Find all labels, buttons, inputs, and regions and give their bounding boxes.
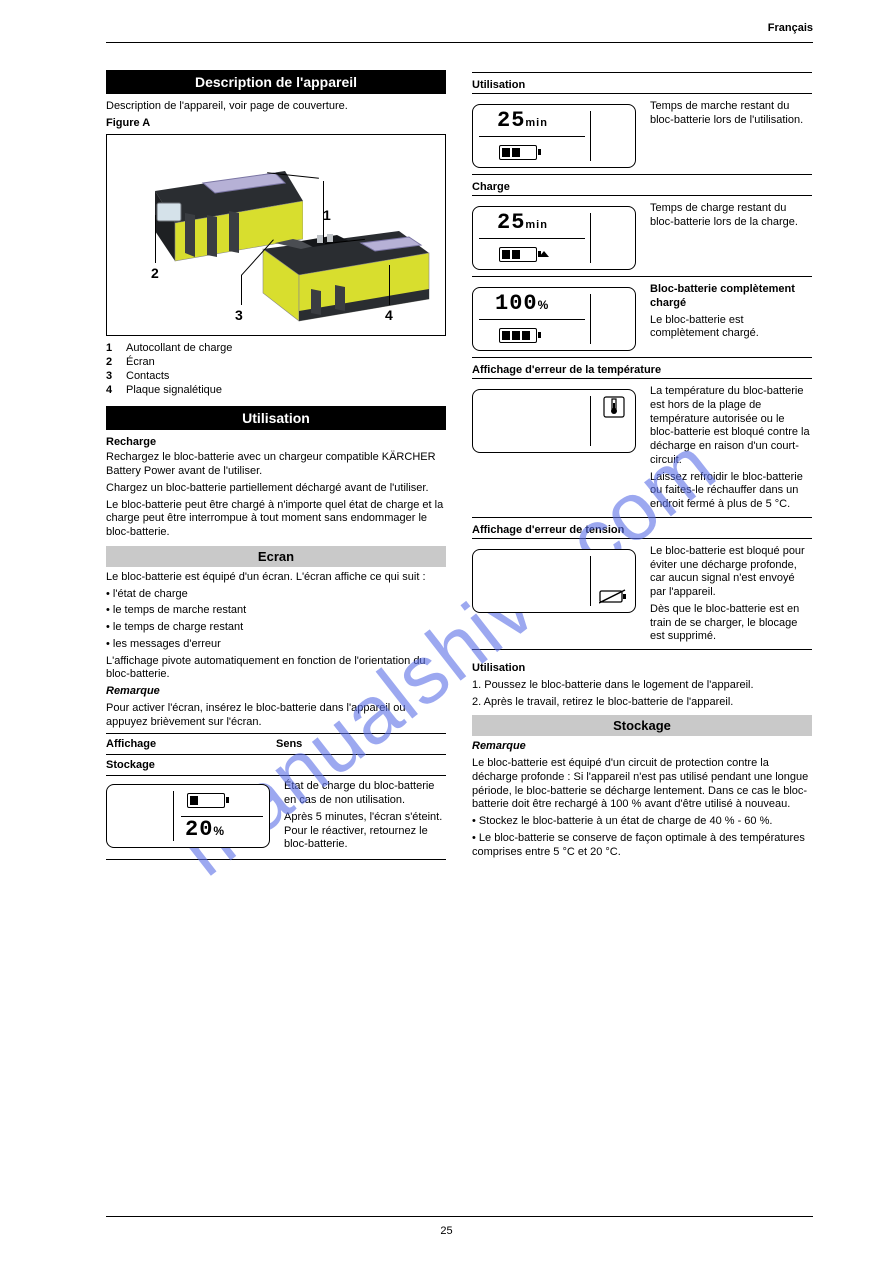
- legend-list: 1Autocollant de charge 2Écran 3Contacts …: [106, 342, 446, 396]
- thermometer-icon: [603, 396, 625, 418]
- intro-text: Description de l'appareil, voir page de …: [106, 100, 446, 131]
- page-number: 25: [0, 1225, 893, 1237]
- figure-a-illustration: 1 2 3 4: [106, 134, 446, 336]
- lcd-volt-error: [472, 549, 636, 613]
- table-header-left: Affichage Sens: [106, 738, 446, 750]
- ecran-text: Le bloc-batterie est équipé d'un écran. …: [106, 571, 446, 730]
- header-language: Français: [768, 22, 813, 34]
- lcd-storage: 20%: [106, 784, 270, 848]
- row-stockage: 20% État de charge du bloc-batterie en c…: [106, 780, 446, 855]
- left-column: Description de l'appareil Description de…: [106, 70, 446, 864]
- page-root: Français manualshive.com Description de …: [0, 0, 893, 1263]
- row-temp-title: Affichage d'erreur de la température: [472, 364, 812, 376]
- row-temp: La température du bloc-batterie est hors…: [472, 385, 812, 515]
- row-volt: Le bloc-batterie est bloqué pour éviter …: [472, 545, 812, 647]
- row-stockage-title: Stockage: [106, 759, 446, 771]
- recharge-text: Rechargez le bloc-batterie avec un charg…: [106, 451, 446, 540]
- footer-rule: [106, 1216, 813, 1217]
- row-util-title: Utilisation: [472, 79, 812, 91]
- lcd-charge: 25min: [472, 206, 636, 270]
- heading-description: Description de l'appareil: [106, 70, 446, 94]
- row-charge: 25min Temps de charge restant du bloc-ba…: [472, 202, 812, 274]
- row-full: 100% Bloc-batterie complètement chargé L…: [472, 283, 812, 355]
- row-volt-title: Affichage d'erreur de tension: [472, 524, 812, 536]
- lcd-full: 100%: [472, 287, 636, 351]
- callout-3: 3: [235, 307, 243, 323]
- header-rule: [106, 42, 813, 43]
- heading-ecran: Ecran: [106, 546, 446, 567]
- row-util: 25min Temps de marche restant du bloc-ba…: [472, 100, 812, 172]
- right-column: Utilisation 25min: [472, 70, 812, 864]
- lcd-use: 25min: [472, 104, 636, 168]
- battery-slash-icon: [599, 589, 627, 604]
- stockage-text: Remarque Le bloc-batterie est équipé d'u…: [472, 740, 812, 859]
- utilisation-sub: Utilisation 1. Poussez le bloc-batterie …: [472, 662, 812, 709]
- heading-utilisation: Utilisation: [106, 406, 446, 430]
- battery-front-svg: [241, 223, 431, 333]
- two-column-layout: Description de l'appareil Description de…: [106, 70, 813, 864]
- callout-2: 2: [151, 265, 159, 281]
- row-charge-title: Charge: [472, 181, 812, 193]
- heading-stockage: Stockage: [472, 715, 812, 736]
- lcd-temp-error: [472, 389, 636, 453]
- recharge-heading: Recharge: [106, 436, 446, 450]
- callout-4: 4: [385, 307, 393, 323]
